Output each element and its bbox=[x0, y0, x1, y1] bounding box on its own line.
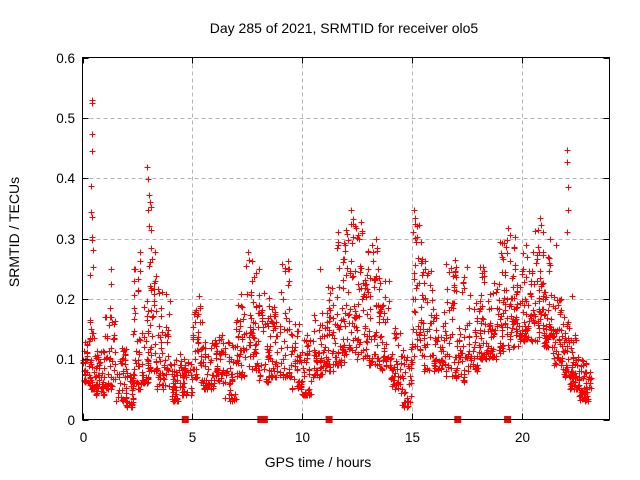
x-axis-label: GPS time / hours bbox=[265, 454, 372, 470]
x-tick-label: 15 bbox=[405, 430, 420, 445]
x-tick-label: 0 bbox=[80, 430, 88, 445]
tick-labels: 0 5 10 15 20 0 0.1 0.2 0.3 0.4 0.5 0.6 bbox=[56, 51, 530, 445]
scatter-points bbox=[80, 97, 595, 411]
y-tick-label: 0.2 bbox=[56, 292, 75, 307]
y-tick-label: 0.1 bbox=[56, 352, 75, 367]
chart-title: Day 285 of 2021, SRMTID for receiver olo… bbox=[210, 20, 479, 36]
x-tick-label: 10 bbox=[295, 430, 310, 445]
plot-border bbox=[82, 57, 610, 420]
y-tick-label: 0.4 bbox=[56, 171, 75, 186]
y-axis-label: SRMTID / TECUs bbox=[6, 177, 22, 287]
y-tick-label: 0.6 bbox=[56, 51, 75, 66]
tick-marks bbox=[82, 57, 610, 421]
x-tick-label: 5 bbox=[189, 430, 197, 445]
x-tick-label: 20 bbox=[515, 430, 530, 445]
y-tick-label: 0 bbox=[67, 413, 75, 428]
y-tick-label: 0.3 bbox=[56, 232, 75, 247]
y-tick-label: 0.5 bbox=[56, 111, 75, 126]
data-point-markers bbox=[80, 97, 595, 411]
